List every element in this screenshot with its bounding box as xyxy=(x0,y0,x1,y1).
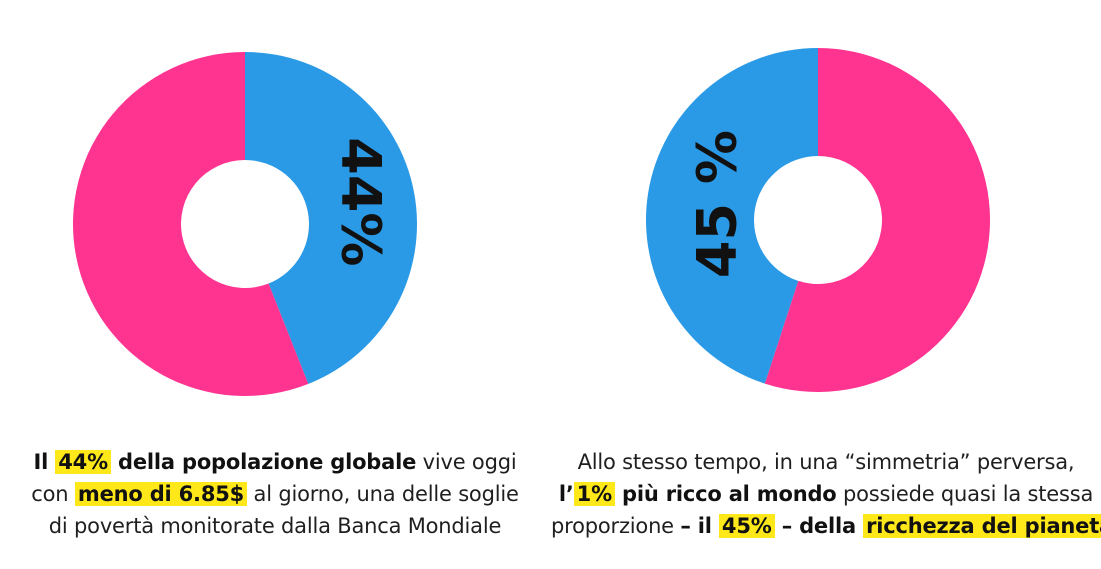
caption-text: con xyxy=(31,482,75,506)
caption-text: proporzione xyxy=(551,514,681,538)
donut-slice-labeled xyxy=(245,52,418,384)
donut-slice-remainder xyxy=(73,52,309,396)
donut-slice-remainder xyxy=(764,48,990,392)
caption-line-1: Il 44% della popolazione globale vive og… xyxy=(0,446,550,478)
caption-text: l’ xyxy=(558,482,574,506)
caption-text: di povertà monitorate dalla Banca Mondia… xyxy=(48,514,502,538)
highlight-44-percent: 44% xyxy=(55,450,111,474)
highlight-ricchezza-del-pianeta: ricchezza del pianeta xyxy=(863,514,1101,538)
caption-line-1: Allo stesso tempo, in una “simmetria” pe… xyxy=(551,446,1101,478)
donut-svg-poverty: 44% xyxy=(73,52,418,396)
caption-line-2: l’ 1% più ricco al mondo possiede quasi l… xyxy=(551,478,1101,510)
caption-text: vive oggi xyxy=(416,450,517,474)
caption-text: possiede quasi la stessa xyxy=(836,482,1094,506)
caption-text: – il xyxy=(680,514,719,538)
caption-text: della popolazione globale xyxy=(110,450,417,474)
caption-text: Il xyxy=(33,450,56,474)
caption-text: – della xyxy=(774,514,864,538)
caption-line-3: di povertà monitorate dalla Banca Mondia… xyxy=(0,510,550,542)
caption-line-2: con meno di 6.85$ al giorno, una delle s… xyxy=(0,478,550,510)
caption-text: al giorno, una delle soglie xyxy=(247,482,519,506)
caption-wealth: Allo stesso tempo, in una “simmetria” pe… xyxy=(551,446,1101,542)
caption-poverty: Il 44% della popolazione globale vive og… xyxy=(0,446,550,542)
caption-line-3: proporzione – il 45% – della ricchezza d… xyxy=(551,510,1101,542)
donut-slice-labeled xyxy=(646,48,818,384)
donut-svg-wealth: 45 % xyxy=(646,48,990,392)
caption-text: più ricco al mondo xyxy=(614,482,837,506)
slice-value-label: 45 % xyxy=(686,130,749,278)
highlight-45-percent: 45% xyxy=(718,514,775,538)
caption-text: Allo stesso tempo, in una “simmetria” pe… xyxy=(577,450,1075,474)
highlight-1-percent: 1% xyxy=(573,482,615,506)
donut-chart-wealth: 45 % Allo stesso tempo, in una “simmetri… xyxy=(551,0,1101,569)
donut-chart-poverty: 44% Il 44% della popolazione globale viv… xyxy=(0,0,550,569)
highlight-meno-di-6-85: meno di 6.85$ xyxy=(74,482,248,506)
slice-value-label: 44% xyxy=(329,137,392,266)
